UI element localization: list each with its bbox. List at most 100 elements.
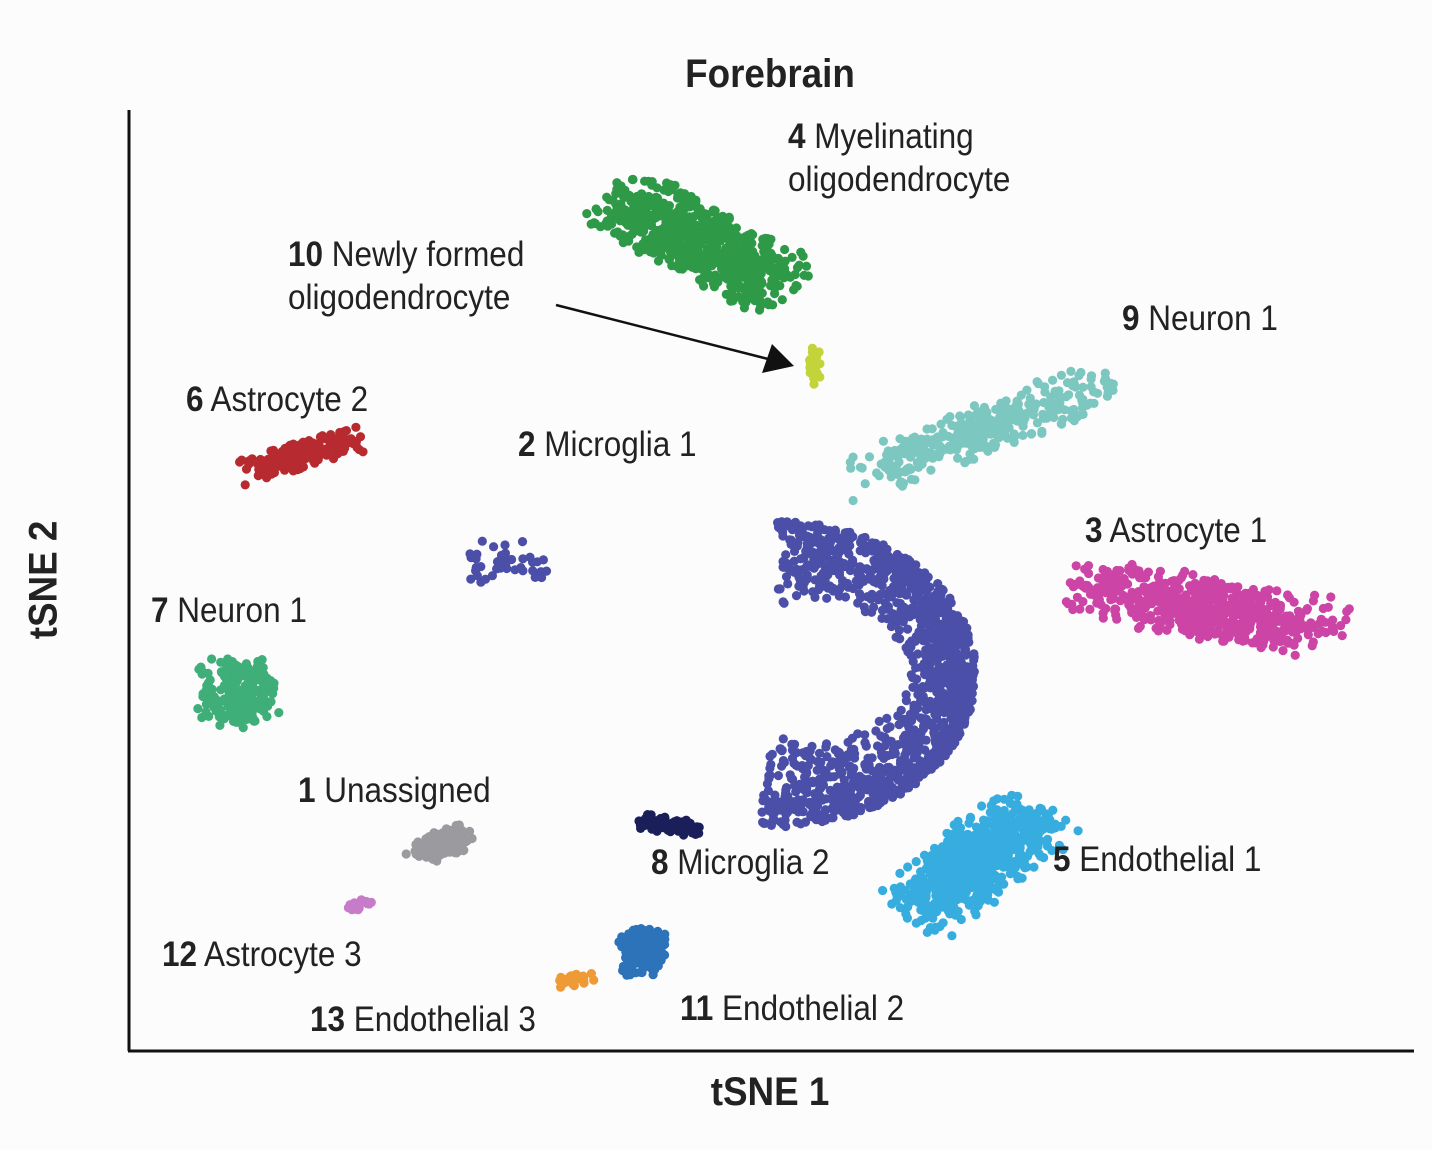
point-cluster-2 xyxy=(805,548,815,559)
point-cluster-2 xyxy=(882,785,892,795)
point-cluster-2 xyxy=(905,612,915,622)
point-cluster-3 xyxy=(1218,631,1228,641)
point-cluster-1 xyxy=(401,849,411,859)
point-cluster-7 xyxy=(207,654,217,664)
point-cluster-3 xyxy=(1264,585,1274,595)
point-cluster-3 xyxy=(1218,594,1228,605)
cluster-label-12: 12 Astrocyte 3 xyxy=(162,935,362,974)
point-cluster-2 xyxy=(896,705,906,715)
point-cluster-4 xyxy=(639,245,650,255)
point-cluster-2 xyxy=(818,780,829,790)
point-cluster-1 xyxy=(454,821,464,831)
point-cluster-2 xyxy=(837,802,847,812)
cluster-4-points xyxy=(582,174,813,315)
point-cluster-3 xyxy=(1235,603,1245,614)
point-cluster-9 xyxy=(1076,409,1087,419)
point-cluster-4 xyxy=(697,277,707,287)
point-cluster-3 xyxy=(1166,598,1176,608)
point-cluster-3 xyxy=(1289,640,1299,650)
point-cluster-2 xyxy=(828,791,839,802)
point-cluster-9 xyxy=(910,475,920,485)
point-cluster-3 xyxy=(1226,599,1236,609)
point-cluster-2 xyxy=(828,813,838,823)
point-cluster-2 xyxy=(898,617,908,627)
point-cluster-2 xyxy=(904,783,914,793)
point-cluster-4 xyxy=(704,236,714,246)
point-cluster-4 xyxy=(766,260,776,271)
point-cluster-9 xyxy=(956,429,966,439)
point-cluster-4 xyxy=(744,237,754,247)
point-cluster-9 xyxy=(975,440,985,450)
point-cluster-5 xyxy=(911,874,921,884)
point-cluster-13 xyxy=(567,974,578,984)
point-cluster-2 xyxy=(517,537,528,547)
point-cluster-2 xyxy=(969,652,979,662)
cluster-3-points xyxy=(1061,559,1354,660)
point-cluster-2 xyxy=(836,766,846,776)
point-cluster-4 xyxy=(780,256,790,266)
point-cluster-4 xyxy=(738,284,748,294)
point-cluster-4 xyxy=(730,239,740,249)
point-cluster-3 xyxy=(1177,624,1187,634)
point-cluster-2 xyxy=(875,589,885,600)
point-cluster-4 xyxy=(612,184,622,194)
point-cluster-2 xyxy=(886,621,897,632)
point-cluster-2 xyxy=(477,536,487,546)
point-cluster-2 xyxy=(860,730,870,740)
point-cluster-5 xyxy=(941,882,951,892)
point-cluster-2 xyxy=(828,583,838,593)
point-cluster-5 xyxy=(960,836,971,846)
point-cluster-5 xyxy=(895,903,905,913)
point-cluster-2 xyxy=(860,607,871,617)
point-cluster-2 xyxy=(909,584,919,595)
point-cluster-6 xyxy=(264,456,274,466)
point-cluster-4 xyxy=(696,239,706,249)
point-cluster-9 xyxy=(906,451,916,461)
point-cluster-5 xyxy=(990,856,1000,867)
point-cluster-9 xyxy=(864,452,875,462)
point-cluster-5 xyxy=(929,907,939,917)
point-cluster-5 xyxy=(952,895,962,905)
point-cluster-2 xyxy=(496,550,507,560)
point-cluster-3 xyxy=(1086,589,1096,599)
point-cluster-3 xyxy=(1341,615,1351,625)
point-cluster-2 xyxy=(913,649,923,659)
point-cluster-5 xyxy=(974,823,984,833)
point-cluster-9 xyxy=(929,439,939,449)
point-cluster-4 xyxy=(709,257,719,267)
point-cluster-3 xyxy=(1165,620,1175,630)
point-cluster-2 xyxy=(908,657,918,667)
point-cluster-2 xyxy=(841,535,852,545)
point-cluster-5 xyxy=(878,885,888,896)
point-cluster-4 xyxy=(733,292,743,302)
point-cluster-4 xyxy=(659,198,669,208)
point-cluster-9 xyxy=(920,453,930,463)
point-cluster-2 xyxy=(917,734,927,745)
point-cluster-2 xyxy=(967,674,978,685)
cluster-label-1: 1 Unassigned xyxy=(298,771,491,810)
point-cluster-2 xyxy=(492,564,502,574)
point-cluster-4 xyxy=(691,195,701,205)
point-cluster-6 xyxy=(337,428,347,438)
point-cluster-2 xyxy=(766,759,776,770)
point-cluster-2 xyxy=(773,771,784,781)
point-cluster-9 xyxy=(1048,375,1058,385)
point-cluster-2 xyxy=(942,636,952,646)
point-cluster-5 xyxy=(951,910,961,920)
point-cluster-2 xyxy=(516,563,526,573)
point-cluster-2 xyxy=(518,554,528,564)
point-cluster-2 xyxy=(908,673,918,683)
point-cluster-2 xyxy=(872,741,883,751)
point-cluster-4 xyxy=(748,230,758,240)
point-cluster-3 xyxy=(1156,582,1166,592)
point-cluster-4 xyxy=(665,217,675,227)
point-cluster-9 xyxy=(945,412,955,422)
point-cluster-2 xyxy=(802,531,813,541)
point-cluster-7 xyxy=(245,702,255,712)
point-cluster-5 xyxy=(970,906,980,916)
point-cluster-5 xyxy=(942,893,953,903)
point-cluster-2 xyxy=(775,523,785,534)
point-cluster-3 xyxy=(1098,613,1108,623)
point-cluster-2 xyxy=(471,566,481,576)
point-cluster-4 xyxy=(602,205,612,215)
